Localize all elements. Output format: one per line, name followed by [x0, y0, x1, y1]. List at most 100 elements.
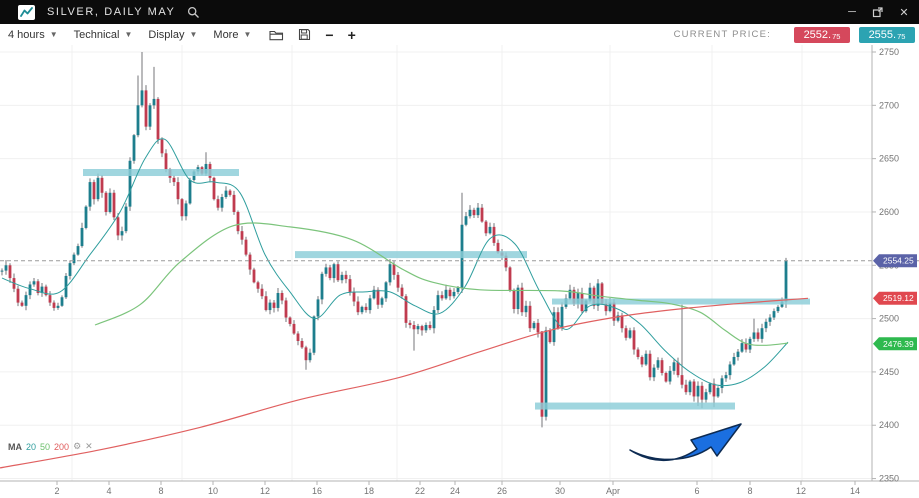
ma50-line[interactable] — [94, 222, 789, 346]
candle-body — [0, 270, 4, 272]
price-axis-label: 2500 — [879, 314, 899, 324]
candle-body — [616, 315, 620, 321]
title-bar: SILVER, DAILY MAY ─ ✕ — [0, 0, 919, 24]
candle-body — [612, 302, 616, 321]
candle-body — [212, 177, 216, 200]
candle-body — [744, 343, 748, 350]
more-menu[interactable]: More ▼ — [213, 28, 252, 41]
candle-body — [80, 227, 84, 247]
candle-body — [532, 322, 536, 329]
candle-body — [528, 305, 532, 329]
search-icon[interactable] — [187, 6, 200, 19]
arrow-annotation[interactable] — [629, 423, 742, 462]
candle-body — [72, 254, 76, 264]
price-axis-label: 2350 — [879, 474, 899, 484]
candle-body — [164, 153, 168, 170]
sr-zone[interactable] — [83, 169, 239, 177]
candle-body — [256, 282, 260, 289]
candle-body — [468, 209, 472, 217]
technical-menu[interactable]: Technical ▼ — [73, 28, 133, 41]
time-axis-label: 6 — [694, 486, 699, 496]
sr-zone-boxes[interactable] — [83, 169, 810, 410]
candle-body — [636, 349, 640, 357]
time-axis-label: 14 — [850, 486, 860, 496]
candle-body — [228, 190, 232, 195]
candle-body — [604, 303, 608, 312]
candle-body — [696, 385, 700, 397]
chart-canvas[interactable]: 2750270026502600255025002450240023502481… — [0, 45, 919, 498]
svg-text:2476.39: 2476.39 — [883, 339, 914, 349]
candle-body — [368, 298, 372, 311]
candle-body — [680, 375, 684, 385]
candle-body — [340, 274, 344, 281]
time-axis-label: 12 — [260, 486, 270, 496]
minimize-button[interactable]: ─ — [848, 6, 856, 18]
price-axis-label: 2450 — [879, 367, 899, 377]
sr-zone[interactable] — [295, 251, 527, 259]
time-axis-label: 16 — [312, 486, 322, 496]
candle-body — [576, 293, 580, 304]
candle-body — [768, 317, 772, 322]
candle-body — [128, 160, 132, 207]
candle-body — [88, 182, 92, 207]
candle-body — [104, 192, 108, 212]
candle-body — [148, 105, 152, 127]
candle-body — [428, 324, 432, 329]
candle-body — [152, 98, 156, 106]
candle-body — [440, 295, 444, 299]
candle-body — [620, 315, 624, 329]
candle-body — [204, 163, 208, 174]
candle-body — [56, 305, 60, 308]
candle-body — [8, 265, 12, 279]
restore-window-button[interactable] — [871, 5, 885, 19]
candle-body — [692, 381, 696, 397]
candle-body — [276, 293, 280, 308]
chart-title: SILVER, DAILY MAY — [47, 6, 176, 18]
time-axis-label: Apr — [606, 486, 620, 496]
candle-body — [684, 384, 688, 393]
ma20-line[interactable] — [1, 138, 789, 387]
candle-body — [408, 322, 412, 325]
candle-body — [608, 302, 612, 312]
zoom-in-button[interactable]: + — [347, 26, 356, 43]
open-folder-icon[interactable] — [269, 29, 284, 41]
candle-body — [472, 209, 476, 216]
candle-body — [632, 330, 636, 350]
ma200-line[interactable] — [0, 297, 809, 469]
sr-zone[interactable] — [552, 298, 810, 305]
ma-legend-label: MA — [8, 441, 22, 452]
price-tag: 2476.39 — [873, 337, 917, 351]
candle-body — [176, 182, 180, 200]
candle-body — [356, 301, 360, 313]
candle-body — [700, 385, 704, 400]
close-icon[interactable]: ✕ — [899, 6, 909, 19]
candle-body — [648, 353, 652, 378]
candle-body — [48, 295, 52, 303]
candle-body — [16, 288, 20, 303]
candle-body — [380, 298, 384, 305]
gear-icon[interactable]: ⚙ — [73, 441, 82, 451]
candle-body — [640, 356, 644, 365]
candle-body — [116, 217, 120, 236]
chevron-down-icon: ▼ — [49, 29, 58, 39]
candle-body — [704, 392, 708, 400]
candle-body — [448, 289, 452, 297]
ask-price-badge: 2555. 75 — [859, 26, 915, 43]
candle-body — [552, 312, 556, 343]
display-menu[interactable]: Display ▼ — [148, 28, 198, 41]
zoom-out-button[interactable]: − — [325, 26, 334, 43]
candle-body — [628, 330, 632, 338]
save-icon[interactable] — [298, 28, 311, 41]
close-icon[interactable]: ✕ — [85, 441, 93, 451]
timeframe-dropdown[interactable]: 4 hours ▼ — [8, 28, 58, 41]
candle-body — [360, 306, 364, 313]
candle-body — [548, 330, 552, 343]
sr-zone[interactable] — [535, 402, 735, 410]
price-chart[interactable]: 2750270026502600255025002450240023502481… — [0, 45, 919, 498]
candle-body — [132, 135, 136, 161]
candle-body — [316, 299, 320, 317]
time-axis-label: 2 — [54, 486, 59, 496]
candle-body — [160, 139, 164, 154]
candle-body — [124, 206, 128, 232]
